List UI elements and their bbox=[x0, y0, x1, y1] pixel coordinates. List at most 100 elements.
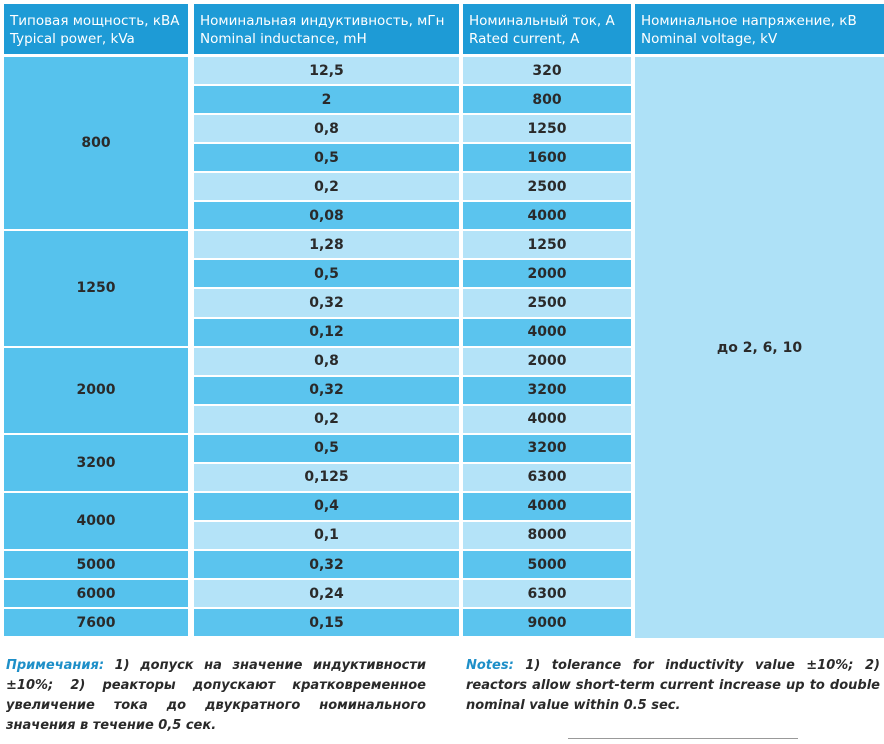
notes-en-label: Notes: bbox=[466, 658, 514, 673]
current-value: 1250 bbox=[527, 120, 567, 137]
inductance-value: 0,2 bbox=[314, 411, 339, 428]
inductance-value: 0,15 bbox=[309, 614, 344, 631]
inductance-value: 0,32 bbox=[309, 382, 344, 399]
current-cell: 6300 bbox=[463, 580, 631, 608]
inductance-cell: 12,5 bbox=[194, 57, 459, 85]
current-value: 1250 bbox=[527, 236, 567, 253]
current-cell: 1250 bbox=[463, 231, 631, 259]
inductance-cell: 0,15 bbox=[194, 609, 459, 637]
inductance-cell: 0,24 bbox=[194, 580, 459, 608]
current-value: 4000 bbox=[527, 498, 567, 515]
current-value: 3200 bbox=[527, 440, 567, 457]
footer-divider bbox=[568, 738, 798, 739]
inductance-value: 0,5 bbox=[314, 440, 339, 457]
inductance-value: 1,28 bbox=[309, 236, 344, 253]
power-value: 7600 bbox=[76, 614, 116, 631]
power-value: 2000 bbox=[76, 382, 116, 399]
current-cell: 4000 bbox=[463, 318, 631, 346]
current-value: 9000 bbox=[527, 614, 567, 631]
power-value: 4000 bbox=[76, 512, 116, 529]
header-current-ru: Номинальный ток, А bbox=[469, 13, 615, 29]
header-power-ru: Типовая мощность, кВА bbox=[10, 13, 180, 29]
reactor-spec-table: Типовая мощность, кВА Typical power, kVa… bbox=[4, 4, 884, 638]
inductance-value: 12,5 bbox=[309, 62, 344, 79]
power-value: 6000 bbox=[76, 585, 116, 602]
current-cell: 4000 bbox=[463, 202, 631, 230]
power-cell: 1250 bbox=[4, 231, 188, 346]
notes-en-text: 1) tolerance for inductivity value ±10%;… bbox=[466, 658, 880, 713]
power-cell: 7600 bbox=[4, 609, 188, 637]
voltage-value: до 2, 6, 10 bbox=[716, 339, 803, 356]
current-value: 4000 bbox=[527, 207, 567, 224]
current-cell: 1250 bbox=[463, 115, 631, 143]
current-cell: 2000 bbox=[463, 260, 631, 288]
notes-russian: Примечания: 1) допуск на значение индукт… bbox=[6, 656, 426, 736]
header-voltage: Номинальное напряжение, кВ Nominal volta… bbox=[635, 4, 884, 54]
inductance-value: 0,12 bbox=[309, 324, 344, 341]
inductance-cell: 1,28 bbox=[194, 231, 459, 259]
current-value: 8000 bbox=[527, 527, 567, 544]
inductance-value: 0,2 bbox=[314, 178, 339, 195]
header-voltage-ru: Номинальное напряжение, кВ bbox=[641, 13, 857, 29]
current-value: 2500 bbox=[527, 178, 567, 195]
header-current: Номинальный ток, А Rated current, A bbox=[463, 4, 631, 54]
power-cell: 2000 bbox=[4, 347, 188, 433]
inductance-value: 0,8 bbox=[314, 120, 339, 137]
inductance-value: 0,08 bbox=[309, 207, 344, 224]
header-inductance-ru: Номинальная индуктивность, мГн bbox=[200, 13, 445, 29]
current-value: 6300 bbox=[527, 585, 567, 602]
power-value: 5000 bbox=[76, 556, 116, 573]
inductance-cell: 0,32 bbox=[194, 289, 459, 317]
current-cell: 9000 bbox=[463, 609, 631, 637]
inductance-cell: 0,32 bbox=[194, 376, 459, 404]
current-value: 3200 bbox=[527, 382, 567, 399]
inductance-cell: 0,8 bbox=[194, 115, 459, 143]
power-cell: 3200 bbox=[4, 434, 188, 491]
inductance-cell: 0,4 bbox=[194, 492, 459, 520]
header-inductance-en: Nominal inductance, mH bbox=[200, 31, 367, 47]
power-cell: 5000 bbox=[4, 551, 188, 579]
current-value: 2500 bbox=[527, 294, 567, 311]
inductance-cell: 0,5 bbox=[194, 434, 459, 462]
current-value: 6300 bbox=[527, 469, 567, 486]
inductance-value: 0,8 bbox=[314, 353, 339, 370]
power-cell: 800 bbox=[4, 57, 188, 230]
inductance-value: 0,4 bbox=[314, 498, 339, 515]
current-value: 320 bbox=[532, 62, 562, 79]
current-cell: 3200 bbox=[463, 376, 631, 404]
inductance-value: 0,5 bbox=[314, 265, 339, 282]
power-value: 1250 bbox=[76, 280, 116, 297]
notes-english: Notes: 1) tolerance for inductivity valu… bbox=[466, 656, 880, 716]
power-value: 3200 bbox=[76, 454, 116, 471]
inductance-value: 0,32 bbox=[309, 294, 344, 311]
current-value: 2000 bbox=[527, 353, 567, 370]
inductance-cell: 0,2 bbox=[194, 173, 459, 201]
current-cell: 4000 bbox=[463, 492, 631, 520]
current-cell: 800 bbox=[463, 86, 631, 114]
inductance-cell: 0,5 bbox=[194, 260, 459, 288]
current-value: 1600 bbox=[527, 149, 567, 166]
header-current-en: Rated current, A bbox=[469, 31, 580, 47]
notes-ru-label: Примечания: bbox=[6, 658, 105, 673]
header-power: Типовая мощность, кВА Typical power, kVa bbox=[4, 4, 188, 54]
current-cell: 4000 bbox=[463, 405, 631, 433]
inductance-cell: 0,32 bbox=[194, 551, 459, 579]
current-value: 4000 bbox=[527, 411, 567, 428]
inductance-value: 0,24 bbox=[309, 585, 344, 602]
voltage-cell: до 2, 6, 10 bbox=[635, 57, 884, 638]
current-value: 5000 bbox=[527, 556, 567, 573]
current-cell: 5000 bbox=[463, 551, 631, 579]
current-value: 2000 bbox=[527, 265, 567, 282]
current-cell: 3200 bbox=[463, 434, 631, 462]
inductance-value: 0,1 bbox=[314, 527, 339, 544]
inductance-value: 0,32 bbox=[309, 556, 344, 573]
inductance-cell: 0,12 bbox=[194, 318, 459, 346]
header-voltage-en: Nominal voltage, kV bbox=[641, 31, 778, 47]
current-value: 4000 bbox=[527, 324, 567, 341]
power-value: 800 bbox=[81, 135, 111, 152]
inductance-cell: 0,1 bbox=[194, 521, 459, 549]
current-cell: 1600 bbox=[463, 144, 631, 172]
current-cell: 2500 bbox=[463, 289, 631, 317]
current-value: 800 bbox=[532, 91, 562, 108]
inductance-cell: 0,2 bbox=[194, 405, 459, 433]
